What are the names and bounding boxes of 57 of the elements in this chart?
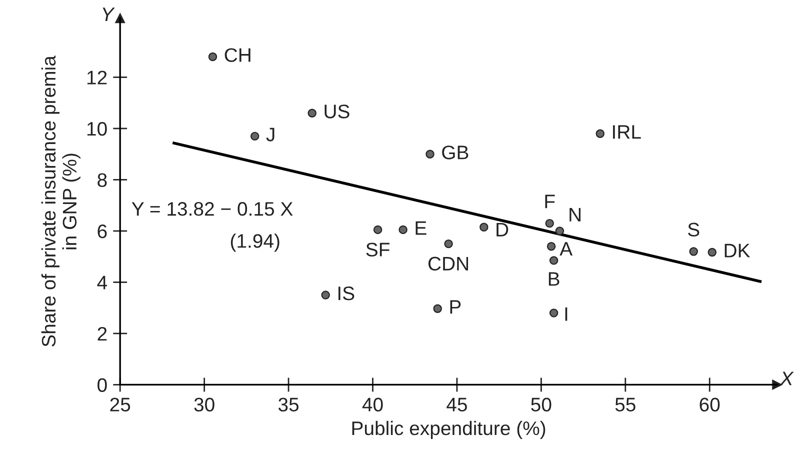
annotation: N (570, 208, 580, 222)
x-tick-label: 60 (700, 398, 720, 412)
annotation: GB (442, 146, 468, 160)
annotation: E (416, 221, 426, 235)
annotation: DK (724, 244, 750, 258)
x-tick-label: 40 (362, 398, 383, 412)
y-tick-label: 6 (98, 224, 107, 238)
annotation: (1.94) (230, 234, 280, 252)
annotation: B (548, 272, 560, 286)
y-tick-label: 2 (98, 326, 107, 341)
annotation: J (266, 128, 274, 142)
point (708, 248, 716, 257)
annotation: F (545, 194, 555, 208)
point (480, 222, 488, 232)
text: Y (102, 8, 115, 21)
x-tick-label: 35 (278, 398, 299, 412)
point (546, 242, 556, 251)
y-axis-title: Share of private insurance premia in GNP (%) (41, 56, 80, 347)
annotation: I (565, 307, 568, 321)
point (308, 108, 316, 118)
annotation: US (324, 104, 350, 118)
x-tick-label: 30 (194, 398, 214, 412)
point (689, 247, 698, 256)
annotation: D (496, 222, 508, 236)
point (545, 218, 554, 228)
x-tick-label: 50 (531, 398, 552, 412)
annotation: CH (224, 48, 250, 62)
x-tick-label: 55 (615, 398, 636, 412)
annotation: Y = 13.82 − 0.15 X (132, 202, 293, 216)
annotation: A (560, 242, 573, 256)
x-tick-label: 45 (446, 398, 467, 412)
x-tick-label: 25 (110, 398, 130, 412)
point (555, 226, 564, 236)
point (596, 129, 604, 138)
annotation: CDN (428, 256, 468, 271)
point (444, 239, 453, 248)
annotation: IRL (613, 125, 641, 139)
x-axis-title: Public expenditure (%) (352, 420, 546, 440)
point (250, 132, 260, 141)
y-tick-label: 10 (87, 122, 107, 136)
y-tick-label: 8 (98, 173, 107, 187)
y-tick-label: 0 (98, 378, 107, 392)
point (549, 308, 558, 318)
y-tick-label: 4 (97, 276, 108, 290)
point (398, 225, 408, 234)
annotation: SF (366, 242, 390, 256)
y-tick-label: 12 (87, 70, 107, 84)
annotation: IS (338, 286, 354, 300)
annotation: P (450, 300, 461, 314)
annotation: S (688, 222, 700, 237)
point (426, 150, 434, 158)
point (433, 304, 442, 313)
point (549, 256, 558, 265)
point (373, 225, 382, 234)
point (321, 290, 330, 300)
text: X (780, 372, 794, 386)
point (208, 52, 218, 62)
